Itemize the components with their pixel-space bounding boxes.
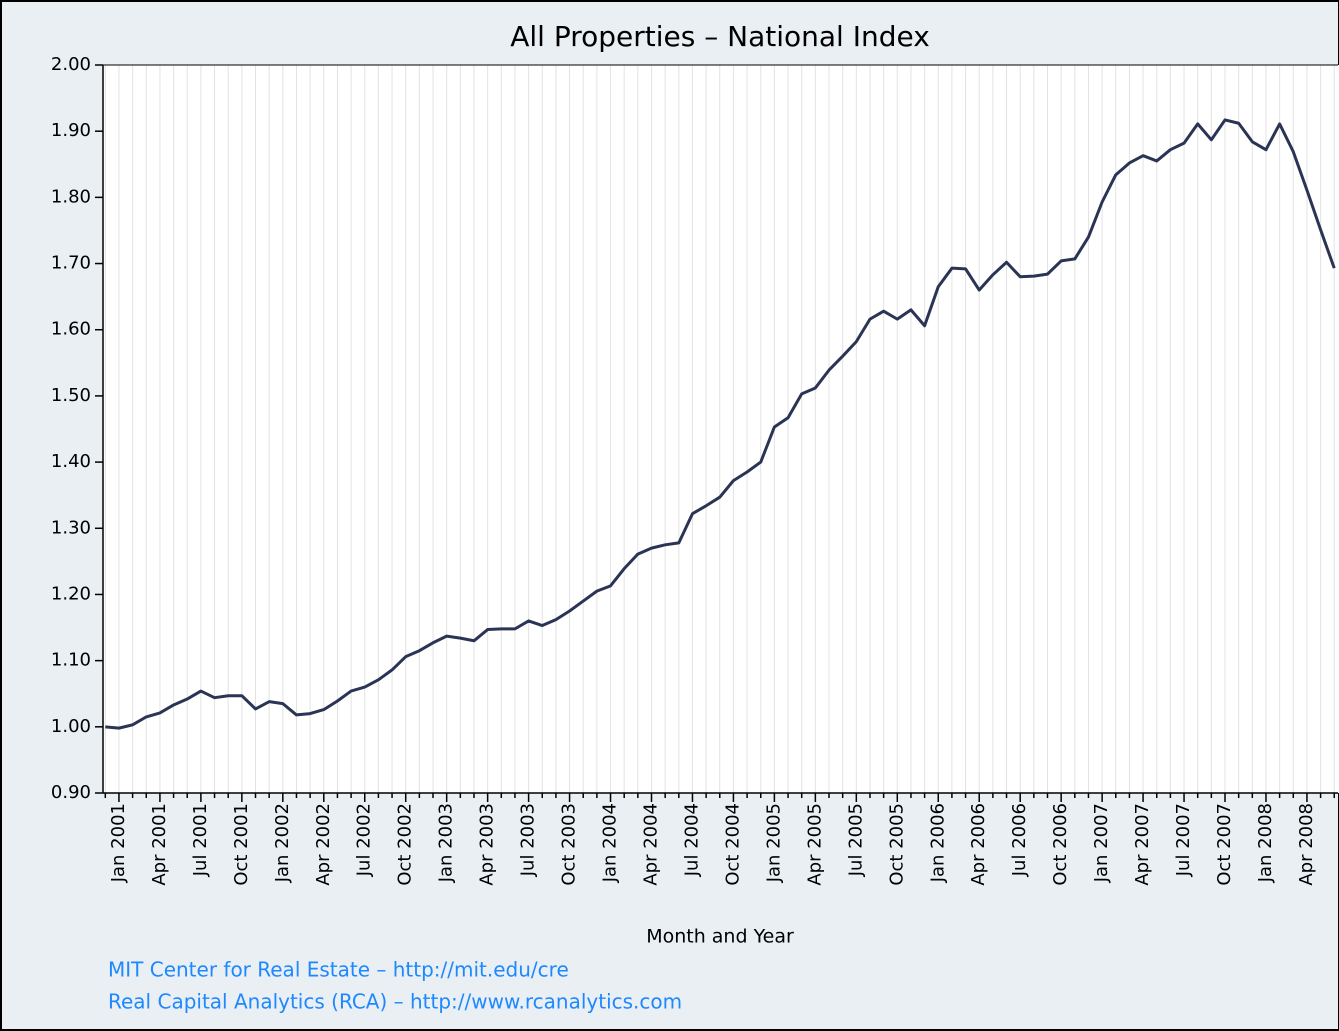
x-tick-label: Apr 2004 (641, 803, 662, 886)
data-line (105, 118, 1336, 730)
y-tick-label: 1.50 (51, 385, 91, 406)
y-tick-label: 1.20 (51, 583, 91, 604)
y-tick-label: 1.80 (51, 186, 91, 207)
x-tick-label: Jul 2002 (354, 803, 375, 877)
x-tick-label: Apr 2002 (313, 803, 334, 886)
y-tick-label: 1.00 (51, 716, 91, 737)
x-tick-label: Oct 2005 (886, 803, 907, 886)
x-tick-label: Jan 2004 (600, 803, 621, 883)
x-tick-label: Apr 2008 (1296, 803, 1317, 886)
x-tick-label: Jul 2007 (1173, 803, 1194, 877)
x-tick-label: Oct 2007 (1214, 803, 1235, 886)
x-tick-label: Jan 2003 (436, 803, 457, 883)
x-tick-label: Jul 2003 (518, 803, 539, 877)
x-tick-label: Jul 2006 (1009, 803, 1030, 877)
x-tick-label: Oct 2001 (231, 803, 252, 886)
x-tick-label: Apr 2007 (1132, 803, 1153, 886)
x-tick-label: Jul 2001 (190, 803, 211, 877)
x-tick-label: Jan 2002 (272, 803, 293, 883)
y-tick-label: 1.90 (51, 120, 91, 141)
y-tick-label: 1.30 (51, 517, 91, 538)
y-tick-label: 1.70 (51, 253, 91, 274)
x-tick-label: Apr 2006 (968, 803, 989, 886)
x-tick-label: Oct 2002 (395, 803, 416, 886)
x-tick-label: Apr 2001 (149, 803, 170, 886)
x-tick-label: Jul 2005 (845, 803, 866, 877)
chart-title: All Properties – National Index (510, 20, 930, 53)
x-tick-label: Jan 2008 (1255, 803, 1276, 883)
y-tick-label: 1.60 (51, 319, 91, 340)
x-tick-label: Jul 2004 (681, 803, 702, 877)
source-note: Real Capital Analytics (RCA) – http://ww… (108, 990, 682, 1014)
plot-area (103, 65, 1339, 793)
x-tick-label: Jan 2007 (1091, 803, 1112, 883)
x-tick-label: Jan 2001 (108, 803, 129, 883)
x-tick-label: Oct 2004 (722, 803, 743, 886)
y-tick-label: 1.10 (51, 650, 91, 671)
x-tick-label: Apr 2003 (477, 803, 498, 886)
y-tick-label: 2.00 (51, 54, 91, 75)
y-tick-label: 0.90 (51, 782, 91, 803)
source-note: MIT Center for Real Estate – http://mit.… (108, 958, 569, 982)
x-tick-label: Oct 2003 (559, 803, 580, 886)
x-tick-label: Jan 2005 (763, 803, 784, 883)
x-axis-label: Month and Year (646, 926, 794, 948)
y-tick-label: 1.40 (51, 451, 91, 472)
x-tick-label: Jan 2006 (927, 803, 948, 883)
x-tick-label: Apr 2005 (804, 803, 825, 886)
x-tick-label: Oct 2006 (1050, 803, 1071, 886)
